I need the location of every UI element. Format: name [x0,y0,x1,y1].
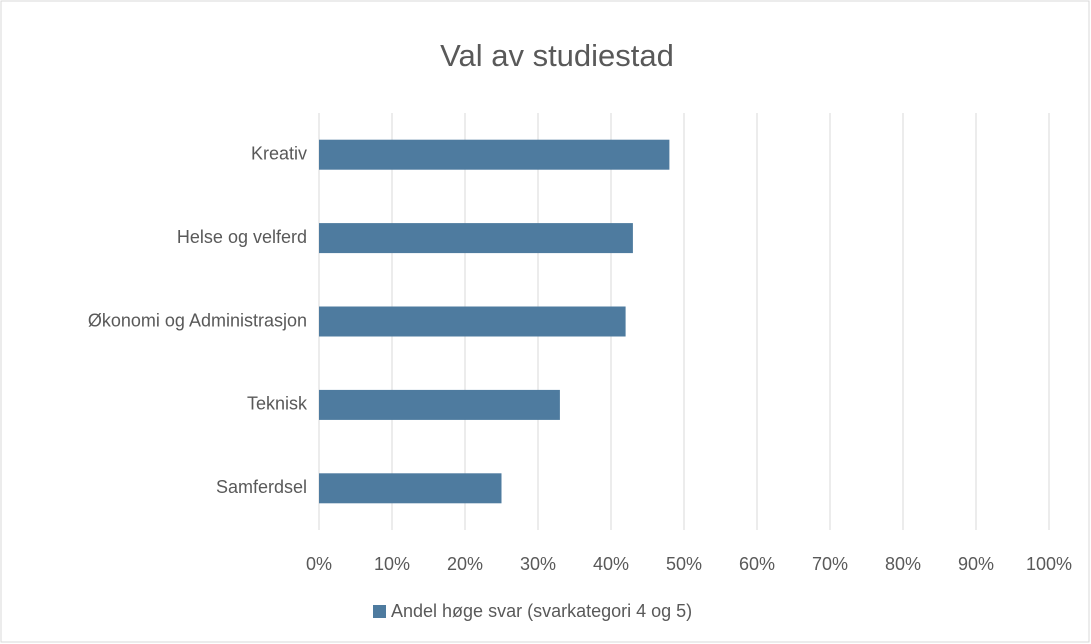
bar [319,473,502,504]
x-tick-label: 90% [958,554,994,574]
x-tick-label: 70% [812,554,848,574]
bar [319,389,560,420]
y-tick-label: Teknisk [247,394,308,414]
legend-swatch [373,605,386,618]
x-tick-label: 60% [739,554,775,574]
chart-title: Val av studiestad [440,38,674,73]
y-tick-label: Helse og velferd [177,227,307,247]
y-tick-label: Økonomi og Administrasjon [88,310,307,330]
x-tick-label: 100% [1026,554,1072,574]
bar [319,223,633,254]
x-tick-label: 0% [306,554,332,574]
x-tick-label: 20% [447,554,483,574]
x-tick-label: 50% [666,554,702,574]
y-tick-label: Samferdsel [216,477,307,497]
bar [319,139,670,170]
legend-label: Andel høge svar (svarkategori 4 og 5) [391,601,692,621]
x-tick-label: 80% [885,554,921,574]
x-tick-label: 40% [593,554,629,574]
y-tick-label: Kreativ [251,143,307,163]
bar [319,306,626,337]
x-tick-label: 10% [374,554,410,574]
x-tick-label: 30% [520,554,556,574]
